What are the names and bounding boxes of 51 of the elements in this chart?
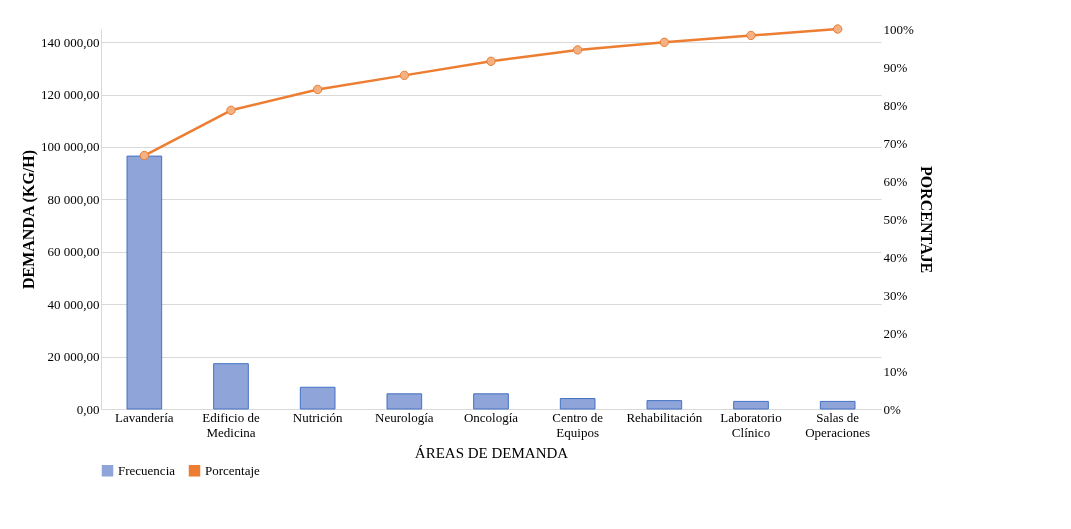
bar — [213, 363, 249, 410]
x-tick-label: Edificio de Medicina — [202, 409, 260, 440]
y2-tick-label: 20% — [883, 325, 908, 341]
bar — [386, 393, 423, 410]
point — [659, 37, 670, 47]
x-tick-label: Neurología — [375, 409, 434, 425]
x-tick-label: Nutrición — [292, 409, 344, 425]
y2-tick-label: 10% — [883, 363, 908, 379]
legend-label: Porcentaje — [205, 462, 261, 478]
y-tick-label: 120 000,00 — [41, 87, 100, 103]
x-tick-label: Laboratorio Clínico — [720, 409, 782, 440]
y-tick-label: 140 000,00 — [41, 34, 100, 50]
bar — [733, 400, 769, 410]
y2-tick-label: 50% — [883, 211, 908, 227]
bar — [646, 400, 683, 410]
x-tick-label: Salas de Operaciones — [805, 409, 871, 440]
point — [832, 24, 843, 34]
point — [312, 84, 323, 95]
x-axis-title: ÁREAS DE DEMANDA — [414, 444, 569, 461]
x-tick-label: Oncología — [463, 409, 519, 425]
point — [572, 45, 583, 55]
y2-axis-title: PORCENTAJE — [917, 165, 935, 274]
bar — [126, 155, 163, 410]
y2-tick-label: 70% — [883, 135, 908, 151]
y-tick-label: 100 000,00 — [41, 139, 100, 155]
y2-tick-label: 0% — [883, 401, 901, 417]
point — [226, 105, 236, 115]
point — [486, 56, 496, 66]
x-tick-label: Centro de Equipos — [552, 409, 604, 440]
y-tick-label: 40 000,00 — [47, 296, 100, 312]
x-tick-label: Rehabilitación — [626, 409, 703, 425]
y-tick-label: 20 000,00 — [47, 349, 100, 365]
y2-tick-label: 30% — [883, 287, 908, 303]
legend-label: Frecuencia — [118, 462, 176, 478]
y-tick-label: 0,00 — [76, 401, 100, 417]
point — [139, 150, 150, 161]
bar — [299, 386, 336, 410]
point — [746, 30, 756, 41]
x-tick-label: Lavandería — [115, 409, 174, 425]
y2-tick-label: 100% — [883, 21, 914, 37]
y-tick-label: 60 000,00 — [47, 244, 100, 260]
y-axis-title: DEMANDA (KG/H) — [20, 149, 38, 290]
bar — [473, 393, 509, 410]
bar — [819, 400, 856, 410]
y-tick-label: 80 000,00 — [47, 191, 100, 207]
y2-tick-label: 80% — [883, 97, 908, 113]
bar — [559, 398, 596, 410]
point — [399, 70, 410, 81]
y2-tick-label: 40% — [883, 249, 908, 265]
y2-tick-label: 90% — [883, 59, 908, 75]
y2-tick-label: 60% — [883, 173, 908, 189]
